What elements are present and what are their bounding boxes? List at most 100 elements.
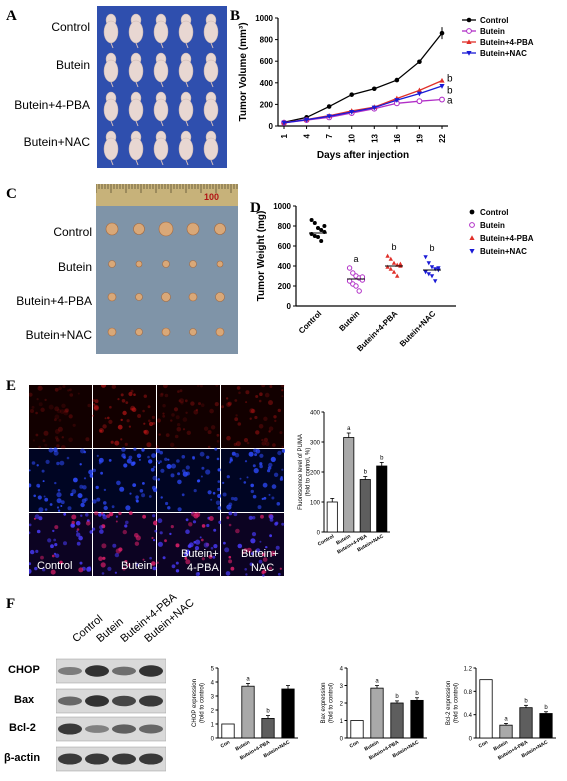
- fluorescence-dot: [99, 525, 104, 530]
- fluorescence-dot: [114, 571, 117, 574]
- y-axis-label: Fluorescence level of PUMA: [298, 434, 304, 510]
- fluorescence-dot: [277, 408, 281, 413]
- legend-entry: Butein+4-PBA: [480, 234, 534, 243]
- fluorescence-dot: [131, 407, 137, 412]
- x-tick-label: 4: [303, 133, 312, 138]
- fluorescence-dot: [80, 514, 83, 517]
- fluorescence-dot: [205, 469, 211, 475]
- tumor: [162, 260, 170, 268]
- fluorescence-dot: [121, 399, 126, 403]
- bar: [350, 720, 364, 739]
- fluorescence-dot: [215, 385, 219, 387]
- fluorescence-dot: [165, 433, 170, 437]
- fluorescence-dot: [53, 552, 57, 555]
- ruler-mark: 100: [204, 192, 219, 202]
- fluorescence-dot: [281, 449, 285, 453]
- fluorescence-dot: [233, 442, 237, 447]
- fluorescence-dot: [37, 385, 43, 391]
- fluorescence-dot: [158, 462, 160, 465]
- fluorescence-dot: [47, 538, 52, 543]
- fluorescence-dot: [155, 445, 159, 448]
- data-point: [426, 272, 431, 277]
- fluorescence-dot: [246, 547, 252, 553]
- tumor: [216, 260, 224, 268]
- fluorescence-dot: [233, 512, 238, 517]
- fluorescence-dot: [121, 447, 126, 452]
- y-tick-label: 2: [340, 702, 344, 708]
- legend-marker: [469, 235, 475, 240]
- fluorescence-dot: [63, 541, 67, 546]
- fluorescence-dot: [157, 478, 160, 481]
- fluorescence-dot: [271, 496, 275, 500]
- fluorescence-dot: [156, 418, 161, 423]
- y-tick-label: 0: [340, 737, 344, 743]
- panel-f-bcl2-chart: 0 0.4 0.8 1.2 Bcl-2 expression (fold to contr…: [446, 667, 556, 761]
- fluorescence-dot: [92, 414, 94, 417]
- fluorescence-dot: [35, 411, 38, 415]
- fluorescence-dot: [56, 492, 62, 498]
- y-tick-label: 200: [260, 100, 274, 109]
- fluorescence-dot: [78, 567, 84, 573]
- blot-label-bactin: β-actin: [4, 752, 41, 764]
- fluorescence-dot: [65, 408, 69, 413]
- fluorescence-dot: [237, 543, 243, 549]
- fluorescence-dot: [264, 546, 268, 549]
- blot-label-bax: Bax: [14, 694, 35, 706]
- bar: [221, 723, 235, 739]
- tumor: [215, 292, 225, 302]
- x-tick-label: Butein+NAC: [398, 309, 438, 349]
- tumor: [135, 260, 143, 268]
- fluorescence-dot: [177, 390, 180, 393]
- fluorescence-dot: [279, 567, 282, 570]
- fluorescence-dot: [267, 469, 271, 473]
- fluorescence-dot: [76, 541, 81, 546]
- fluorescence-dot: [152, 566, 157, 571]
- fluorescence-dot: [102, 424, 107, 429]
- fluorescence-dot: [80, 502, 85, 508]
- fluorescence-dot: [160, 496, 163, 499]
- y-tick-label: 400: [278, 262, 292, 271]
- mouse-body: [128, 20, 144, 44]
- panel-label-c: C: [6, 186, 17, 202]
- tumor: [188, 292, 198, 302]
- fluorescence-dot: [54, 553, 60, 558]
- annotation: b: [429, 243, 434, 253]
- fluorescence-dot: [237, 422, 242, 426]
- fluorescence-dot: [76, 532, 81, 537]
- panel-e-label-nac-2: NAC: [251, 562, 274, 574]
- fluorescence-dot: [98, 556, 103, 561]
- data-point: [388, 256, 393, 261]
- fluorescence-dot: [236, 386, 241, 390]
- fluorescence-dot: [69, 388, 72, 392]
- fluorescence-dot: [72, 423, 76, 427]
- legend-marker: [469, 222, 475, 228]
- fluorescence-dot: [216, 433, 220, 437]
- mouse-tail: [210, 159, 214, 166]
- fluorescence-dot: [98, 428, 104, 434]
- fluorescence-dot: [100, 385, 107, 388]
- fluorescence-dot: [164, 393, 169, 398]
- fluorescence-dot: [120, 418, 123, 422]
- fluorescence-dot: [45, 459, 50, 464]
- fluorescence-dot: [44, 443, 48, 447]
- y-axis-label: Tumor Weight (mg): [256, 211, 267, 302]
- fluorescence-dot: [184, 552, 189, 557]
- fluorescence-dot: [148, 459, 153, 464]
- fluorescence-dot: [250, 408, 256, 414]
- fluorescence-dot: [152, 475, 158, 481]
- annotation: a: [353, 254, 358, 264]
- mouse-body: [103, 59, 119, 83]
- panel-a-label-butein: Butein: [55, 58, 90, 72]
- data-point: [349, 92, 355, 97]
- fluorescence-dot: [153, 539, 156, 542]
- y-tick-label: 200: [278, 282, 292, 291]
- fluorescence-dot: [235, 528, 240, 534]
- fluorescence-dot: [273, 415, 277, 419]
- fluorescence-dot: [92, 527, 96, 531]
- fluorescence-dot: [228, 559, 233, 564]
- data-point: [309, 218, 314, 222]
- panel-c-label-control: Control: [53, 225, 92, 239]
- fluorescence-dot: [268, 426, 274, 431]
- fluorescence-dot: [38, 507, 44, 513]
- tumor: [215, 327, 225, 337]
